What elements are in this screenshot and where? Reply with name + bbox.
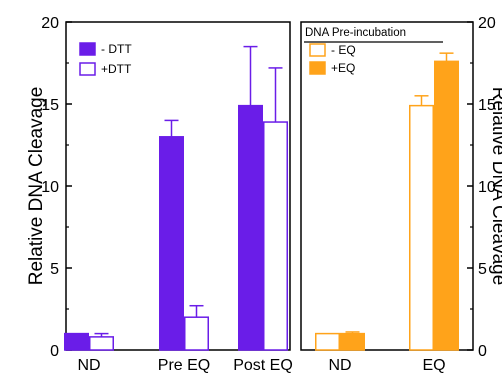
right-bar-a (409, 104, 434, 351)
left-y-tick: 5 (50, 226, 72, 278)
right-y-axis-label: Relative DNA Cleavage (488, 87, 502, 286)
right-legend-swatch (309, 43, 326, 57)
left-legend-label: - DTT (101, 42, 132, 56)
right-y-tick-label: 10 (478, 179, 496, 196)
right-legend-title: DNA Pre-incubation (305, 27, 406, 39)
left-y-tick-label: 15 (41, 97, 59, 114)
right-y-tick: 0 (467, 308, 487, 360)
right-panel: 0 5 10 15 20 Relative DNA Cleavage ND EQ DNA Pre… (300, 15, 502, 374)
left-panel: 0 5 10 15 20 Relative DNA Cleavage ND Pre EQ Pos… (26, 15, 293, 374)
left-bar-b (184, 316, 209, 351)
right-y-tick-label: 15 (478, 97, 496, 114)
left-legend-swatch (79, 42, 96, 56)
right-y-tick: 15 (467, 62, 496, 114)
left-bar-a (159, 136, 184, 351)
right-x-tick-label: EQ (422, 357, 445, 374)
left-bar-a (238, 104, 263, 351)
left-x-tick-label: ND (77, 357, 100, 374)
left-y-tick: 15 (41, 62, 72, 114)
left-bar-b (89, 336, 114, 351)
right-y-tick: 10 (467, 144, 496, 196)
left-bar-b (263, 121, 288, 351)
left-y-tick-label: 0 (50, 343, 59, 360)
right-legend-swatch (309, 61, 326, 75)
right-y-tick: 20 (467, 15, 496, 32)
right-y-tick: 5 (467, 226, 487, 278)
right-y-tick-label: 5 (478, 261, 487, 278)
right-bar-a (315, 332, 340, 351)
left-legend-label: +DTT (101, 62, 132, 76)
left-y-tick: 20 (41, 15, 72, 32)
right-legend: DNA Pre-incubation - EQ +EQ (304, 27, 443, 75)
left-x-tick-label: Pre EQ (158, 357, 210, 374)
left-legend-swatch (79, 62, 96, 76)
right-x-tick-label: ND (328, 357, 351, 374)
left-y-tick: 10 (41, 144, 72, 196)
right-legend-label: +EQ (331, 61, 355, 75)
left-bar-a (64, 332, 89, 351)
left-y-tick-label: 20 (41, 15, 59, 32)
right-y-tick-label: 0 (478, 343, 487, 360)
right-legend-label: - EQ (331, 43, 356, 57)
right-bar-b (434, 60, 459, 351)
left-y-tick-label: 10 (41, 179, 59, 196)
left-y-tick-label: 5 (50, 261, 59, 278)
right-bar-b (340, 332, 365, 351)
left-y-axis-label: Relative DNA Cleavage (26, 87, 47, 286)
left-x-tick-label: Post EQ (233, 357, 293, 374)
right-y-tick-label: 20 (478, 15, 496, 32)
left-legend: - DTT +DTT (79, 42, 132, 76)
